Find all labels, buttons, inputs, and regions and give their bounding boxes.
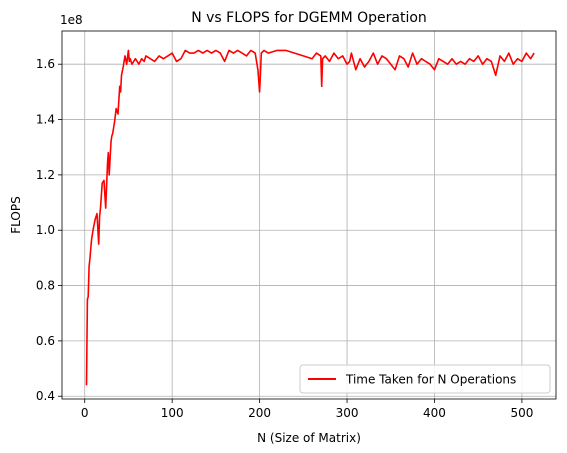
x-tick-label: 300 xyxy=(336,406,359,420)
x-tick-label: 200 xyxy=(248,406,271,420)
y-tick-label: 0.4 xyxy=(36,389,55,403)
y-tick-label: 1.0 xyxy=(36,223,55,237)
x-tick-label: 400 xyxy=(423,406,446,420)
legend-box xyxy=(299,364,551,394)
y-tick-label: 0.6 xyxy=(36,334,55,348)
y-axis-ticks: 0.4 0.6 0.8 1.0 1.2 1.4 1.6 xyxy=(36,57,62,403)
x-axis-ticks: 0 100 200 300 400 500 xyxy=(81,399,533,420)
y-tick-label: 0.8 xyxy=(36,279,55,293)
legend-label: Time Taken for N Operations xyxy=(345,373,516,387)
grid-lines xyxy=(62,31,556,399)
y-offset-label: 1e8 xyxy=(60,13,83,27)
chart-title: N vs FLOPS for DGEMM Operation xyxy=(191,10,427,26)
plot-frame xyxy=(61,30,557,400)
x-tick-label: 0 xyxy=(81,406,89,420)
y-axis-label: FLOPS xyxy=(9,196,23,233)
x-axis-label: N (Size of Matrix) xyxy=(257,431,361,445)
legend: Time Taken for N Operations xyxy=(299,364,551,394)
y-tick-label: 1.6 xyxy=(36,57,55,71)
series-line xyxy=(85,49,535,386)
y-tick-label: 1.4 xyxy=(36,113,55,127)
x-tick-label: 500 xyxy=(510,406,533,420)
series-layer xyxy=(85,49,535,386)
x-tick-label: 100 xyxy=(161,406,184,420)
y-tick-label: 1.2 xyxy=(36,168,55,182)
